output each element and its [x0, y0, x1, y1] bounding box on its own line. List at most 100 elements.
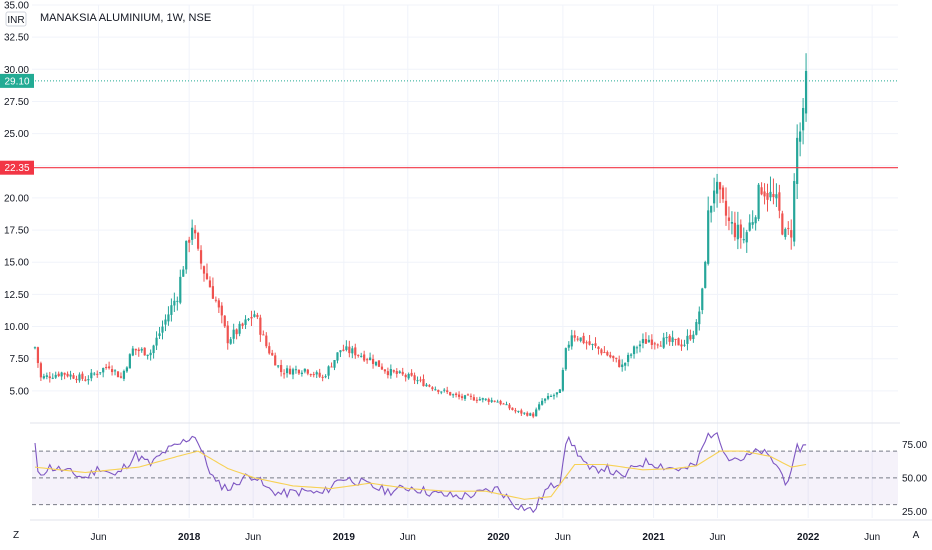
candle	[285, 365, 289, 378]
candle-body	[707, 210, 710, 264]
candle-body	[638, 344, 642, 347]
candle-body	[312, 374, 315, 376]
candle-body	[520, 410, 523, 414]
candle-body	[131, 348, 134, 356]
currency-label[interactable]: INR	[5, 11, 27, 27]
candle-body	[656, 344, 659, 346]
candle-body	[321, 376, 324, 378]
candle	[185, 240, 188, 274]
candle	[321, 374, 324, 382]
candle	[487, 397, 490, 405]
candle-body	[357, 354, 360, 356]
candle-body	[368, 357, 372, 360]
candle-body	[48, 376, 51, 379]
candle-body	[561, 370, 564, 391]
candle	[167, 306, 170, 326]
candle-body	[710, 205, 713, 213]
candle-body	[152, 345, 155, 354]
candle-body	[606, 352, 609, 356]
candle	[621, 359, 624, 372]
candle-body	[297, 369, 301, 374]
price-candles	[33, 53, 808, 419]
time-tick-label: Jun	[864, 532, 880, 543]
candle	[131, 345, 134, 357]
candle	[134, 348, 137, 356]
candle-body	[582, 335, 585, 344]
candle	[804, 53, 808, 122]
candle	[318, 368, 321, 378]
candle-body	[517, 410, 520, 412]
candle-body	[309, 374, 312, 376]
candle	[511, 407, 514, 411]
candle	[194, 225, 197, 239]
candle-body	[42, 376, 45, 379]
candle	[772, 178, 775, 205]
candle-body	[431, 387, 434, 390]
candle-body	[499, 400, 502, 405]
candle	[354, 343, 357, 359]
candle-body	[256, 314, 259, 318]
candle-body	[262, 334, 265, 336]
auto-scale-right-button[interactable]: A	[913, 530, 920, 541]
candle-body	[724, 200, 728, 216]
candle-body	[84, 379, 87, 381]
candle	[351, 345, 354, 359]
candle-body	[229, 339, 232, 344]
candle-body	[318, 372, 321, 377]
candle	[116, 371, 120, 378]
candle-body	[481, 398, 484, 400]
candle-body	[523, 412, 526, 414]
auto-scale-left-button[interactable]: Z	[13, 530, 19, 541]
candle	[199, 245, 203, 270]
candle-body	[167, 314, 170, 322]
candle	[202, 265, 206, 282]
candle-body	[579, 337, 582, 341]
price-tick-label: 35.00	[4, 1, 29, 12]
candle	[395, 368, 398, 378]
candle-body	[196, 232, 200, 249]
rsi-axis[interactable]: 75.00 50.00 25.00	[902, 440, 927, 518]
candle-body	[110, 369, 114, 373]
candle-body	[164, 319, 167, 325]
candle	[244, 315, 247, 330]
candle	[300, 370, 303, 377]
candle	[653, 341, 656, 350]
candle-body	[505, 404, 508, 406]
candle	[558, 388, 562, 394]
candle	[790, 219, 793, 250]
candle	[196, 231, 200, 251]
candle	[713, 177, 716, 212]
candle-body	[641, 339, 645, 344]
candle	[443, 388, 446, 393]
time-tick-label: 2021	[642, 532, 665, 543]
candle-body	[736, 224, 739, 240]
candle-body	[336, 352, 339, 361]
candle-body	[366, 359, 369, 361]
candle-body	[149, 352, 152, 356]
candle-body	[532, 413, 535, 417]
candle	[769, 176, 772, 202]
time-tick-label: Jun	[709, 532, 725, 543]
candle-body	[404, 374, 407, 378]
candle-body	[564, 348, 567, 370]
candle	[594, 337, 597, 349]
candle-body	[543, 398, 547, 401]
candle	[662, 332, 665, 350]
candle	[274, 352, 277, 366]
candle	[149, 349, 152, 361]
candle-body	[493, 400, 496, 402]
candle-body	[282, 373, 286, 375]
time-axis[interactable]: Jun 2018 Jun 2019 Jun 2020 Jun 2021 Jun 2022 Jun	[90, 532, 880, 543]
candle-body	[202, 266, 206, 274]
candle-body	[538, 404, 541, 410]
candle	[368, 352, 372, 361]
price-axis[interactable]: 35.0032.5030.0027.5025.0022.5020.0017.50…	[0, 1, 34, 398]
candle-body	[383, 369, 387, 372]
candle	[457, 391, 461, 400]
candle	[721, 185, 725, 203]
candle-body	[134, 348, 137, 351]
candle-body	[455, 393, 458, 396]
candle	[268, 342, 271, 355]
candle	[404, 373, 407, 382]
